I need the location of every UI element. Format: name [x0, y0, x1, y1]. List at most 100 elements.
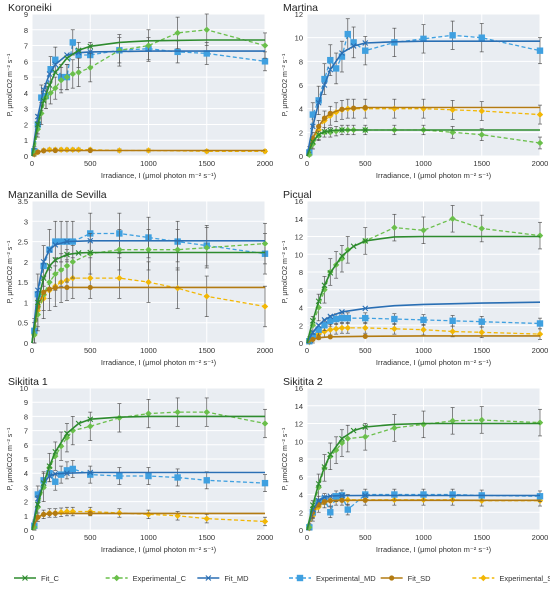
fit-point-sd	[327, 334, 333, 340]
experimental-point-md	[309, 332, 317, 340]
fit-point-c	[40, 275, 47, 281]
fit-point-c	[87, 43, 94, 50]
fit-point-sd	[362, 497, 368, 503]
fit-point-sd	[362, 333, 368, 339]
fit-point-c	[309, 138, 316, 145]
experimental-point-c	[420, 227, 427, 234]
fit-point-md	[362, 492, 369, 499]
fit-point-md	[309, 123, 316, 130]
experimental-point-md	[536, 47, 544, 54]
experimental-point-c	[69, 427, 76, 434]
x-tick-label: 500	[359, 159, 372, 168]
fit-point-c	[315, 298, 322, 305]
y-tick-label: 4	[24, 469, 28, 478]
legend-swatch-marker	[113, 574, 120, 582]
experimental-point-sd	[332, 325, 340, 332]
experimental-point-c	[145, 246, 152, 253]
experimental-point-md	[261, 58, 269, 65]
y-tick-label: 1	[24, 512, 28, 521]
experimental-point-md	[350, 39, 357, 46]
fit-point-sd	[339, 106, 345, 112]
fit-point-c	[34, 121, 41, 128]
x-tick-label: 2000	[257, 346, 274, 355]
experimental-point-sd	[327, 326, 334, 333]
experimental-point-md	[327, 509, 334, 516]
experimental-point-c	[203, 26, 210, 33]
experimental-point-c	[57, 266, 65, 274]
experimental-point-md	[344, 314, 351, 322]
fit-point-sd	[316, 335, 322, 341]
fit-point-c	[350, 427, 357, 434]
y-tick-label: 2	[24, 498, 28, 507]
fit-point-c	[46, 263, 53, 269]
y-tick-label: 8	[24, 412, 28, 421]
fit-point-sd	[46, 511, 53, 517]
x-tick-label: 1500	[473, 346, 490, 355]
chart-panel-6: 0 2 4 6 8 10 12 14 16 0 500 1000 1500 2000 Sikitita 2 I…	[282, 376, 548, 554]
experimental-point-md	[391, 491, 398, 498]
y-axis-label: P, μmolCO2 m⁻² s⁻¹	[7, 53, 14, 116]
x-tick-label: 1500	[198, 159, 215, 168]
experimental-point-c	[449, 417, 456, 425]
fit-point-c	[350, 243, 357, 250]
y-tick-label: 9	[24, 398, 28, 407]
fit-point-md	[339, 50, 345, 56]
fit-point-c	[315, 480, 322, 487]
x-axis-label: Irradiance, I (μmol photon m⁻² s⁻¹)	[101, 545, 217, 554]
experimental-point-c	[478, 131, 485, 138]
fit-point-c	[87, 249, 94, 256]
x-tick-label: 2000	[257, 159, 274, 168]
chart-panel-1: 0 1 2 3 4 5 6 7 8 9 0 500 1000 1500 2000 Koroneiki Irrad…	[7, 2, 273, 180]
experimental-point-sd	[338, 324, 346, 332]
y-tick-label: 8	[24, 26, 28, 35]
fit-point-c	[321, 128, 328, 135]
y-tick-label: 5	[24, 73, 28, 82]
experimental-point-c	[203, 244, 210, 251]
experimental-point-sd	[362, 324, 369, 332]
experimental-line-c	[308, 129, 541, 156]
experimental-point-sd	[87, 274, 94, 282]
experimental-point-c	[63, 262, 71, 270]
legend-item-fit_md: Fit_MD	[197, 574, 249, 583]
experimental-point-c	[536, 419, 544, 426]
experimental-point-c	[261, 420, 269, 427]
x-tick-label: 0	[30, 533, 34, 542]
experimental-point-c	[87, 423, 94, 430]
legend-item-fit_c: Fit_C	[14, 574, 60, 583]
legend-label: Experimental_SD	[499, 574, 550, 583]
fit-line-sd	[306, 106, 540, 157]
experimental-point-c	[47, 89, 54, 97]
fit-point-sd	[52, 285, 58, 291]
y-axis-label: P, μmolCO2 m⁻² s⁻¹	[7, 240, 14, 303]
fit-point-md	[362, 305, 369, 312]
experimental-point-md	[449, 317, 456, 325]
x-axis-label: Irradiance, I (μmol photon m⁻² s⁻¹)	[376, 171, 492, 180]
experimental-point-md	[57, 471, 65, 478]
fit-point-sd	[87, 147, 93, 154]
experimental-point-c	[42, 94, 50, 101]
experimental-point-c	[391, 224, 398, 231]
fit-point-sd	[87, 284, 93, 291]
y-tick-label: 0	[299, 526, 303, 535]
experimental-point-md	[536, 320, 544, 327]
y-tick-label: 10	[295, 250, 303, 259]
experimental-point-md	[344, 506, 351, 513]
legend-item-exp_sd: Experimental_SD	[472, 574, 550, 583]
y-tick-label: 7	[24, 427, 28, 436]
fit-point-md	[309, 329, 316, 336]
legend-label: Fit_SD	[408, 574, 432, 583]
experimental-point-sd	[321, 328, 328, 335]
x-tick-label: 1000	[140, 533, 157, 542]
fit-point-sd	[52, 147, 58, 154]
fit-point-sd	[41, 289, 47, 295]
experimental-point-c	[420, 421, 427, 428]
experimental-point-c	[63, 73, 71, 81]
chart-legend: Fit_C Experimental_C Fit_MD Experimental_MD…	[14, 574, 550, 583]
experimental-point-c	[69, 258, 76, 266]
experimental-point-c	[536, 232, 544, 239]
fit-point-md	[87, 469, 94, 476]
experimental-point-md	[75, 51, 82, 59]
fit-point-c	[315, 131, 322, 138]
fit-point-sd	[351, 105, 357, 111]
experimental-point-c	[261, 42, 269, 49]
